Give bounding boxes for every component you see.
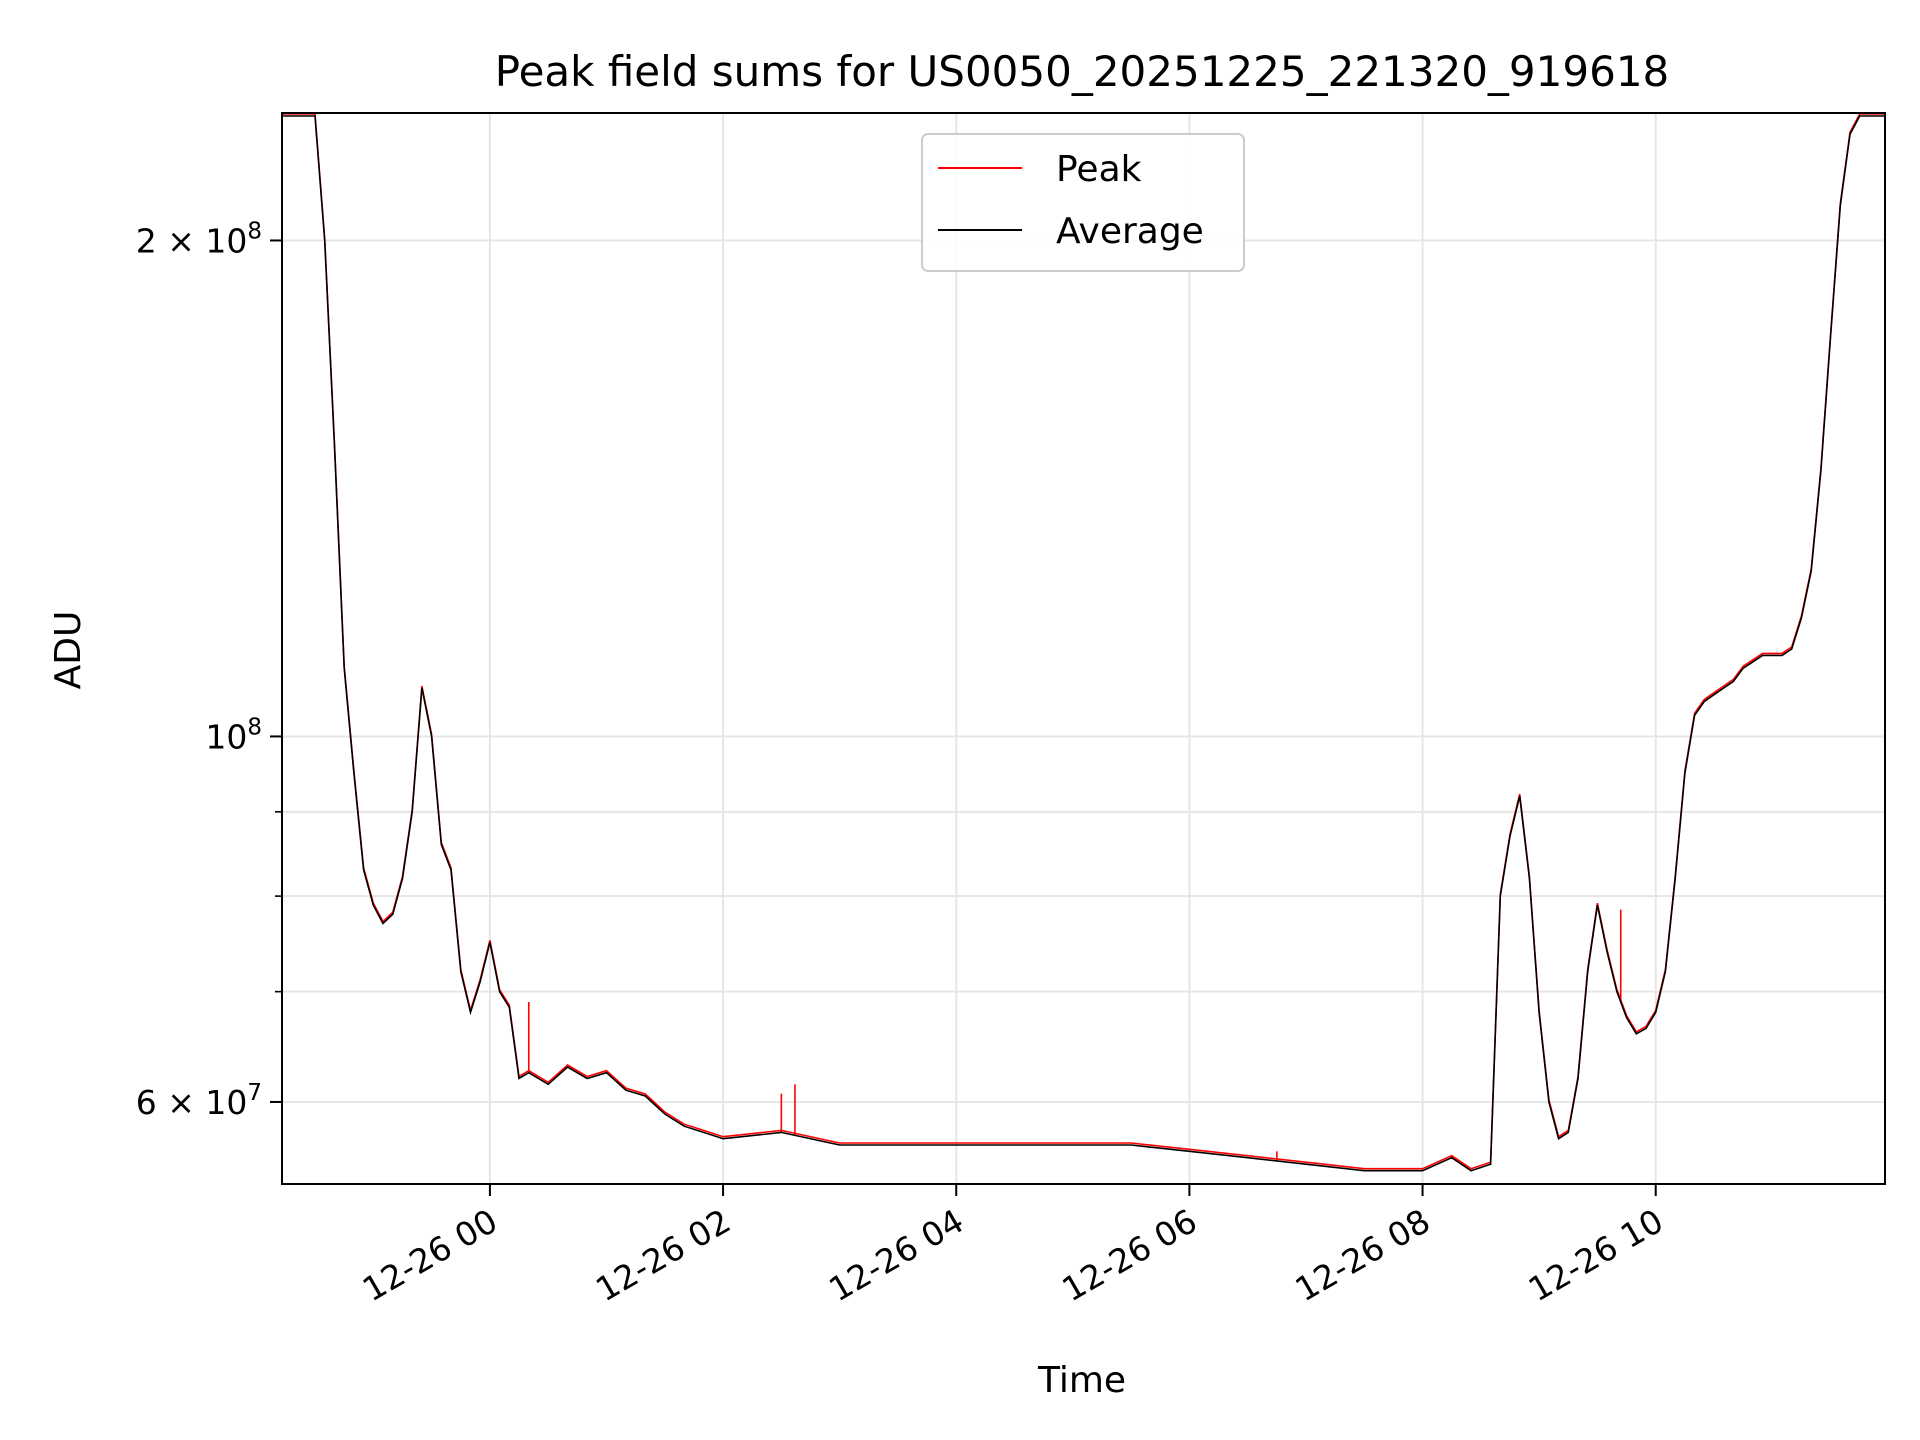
- x-axis-label: Time: [1037, 1360, 1126, 1401]
- series-average-line: [282, 115, 1885, 1172]
- y-axis-label: ADU: [48, 611, 89, 690]
- grid: [282, 113, 1885, 1184]
- legend-peak-label: Peak: [1056, 149, 1142, 190]
- legend: Peak Average: [921, 133, 1245, 272]
- series-peak-spikes: [527, 909, 1659, 1161]
- axes-frame: [281, 112, 1886, 1185]
- y-tick-label-2: 2 × 108: [136, 218, 262, 260]
- legend-average-label: Average: [1056, 211, 1204, 252]
- y-tick-label-1: 108: [205, 714, 262, 756]
- y-axis-ticks: 6 × 107 108 2 × 108: [136, 218, 282, 1122]
- chart-title: Peak field sums for US0050_20251225_2213…: [495, 47, 1670, 96]
- y-tick-label-0: 6 × 107: [136, 1080, 262, 1122]
- plot-area: [282, 113, 1885, 1172]
